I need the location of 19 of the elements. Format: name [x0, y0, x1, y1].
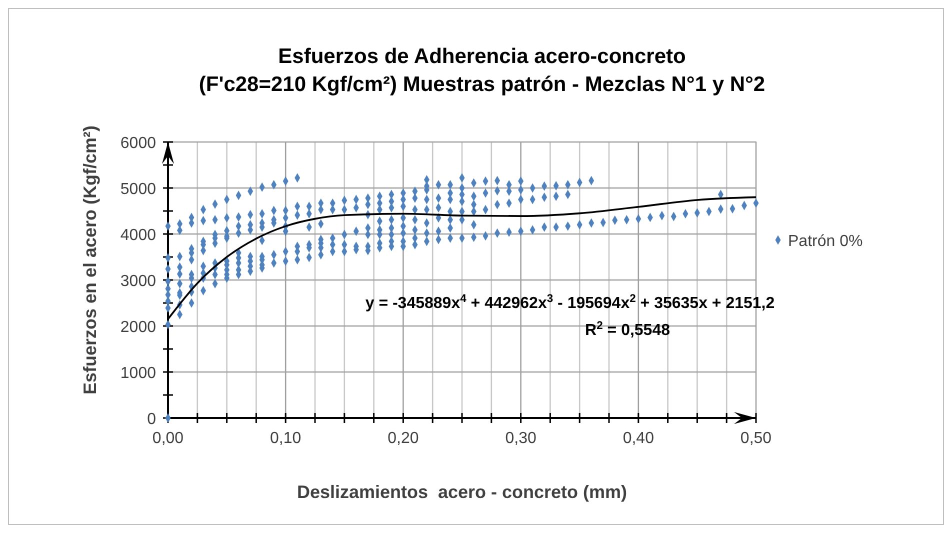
y-tick-label: 1000	[120, 365, 156, 382]
x-tick-label: 0,10	[270, 430, 302, 447]
chart-title: Esfuerzos de Adherencia acero-concreto (F'c28=210 Kgf/cm²) Muestras patrón - Mezclas N°1 y N°2	[198, 45, 766, 96]
y-tick-label: 2000	[120, 319, 156, 336]
x-tick-label: 0,30	[505, 430, 536, 447]
x-tick-label: 0,40	[622, 430, 654, 447]
y-tick-label: 4000	[120, 227, 156, 244]
x-tick-label: 0,00	[152, 430, 184, 447]
x-axis-title: Deslizamientos acero - concreto (mm)	[296, 482, 628, 502]
y-tick-label: 0	[147, 411, 156, 428]
legend-label: Patrón 0%	[788, 233, 863, 250]
y-tick-label: 3000	[120, 273, 156, 290]
annotation: R$^{2}$ = 0,5548	[585, 320, 670, 339]
annotation: y = -345889x$^{4}$ + 442962x$^{3}$ - 195694x$^{2}$ + 35635x + 2151,2	[365, 293, 775, 312]
x-tick-label: 0,50	[740, 430, 772, 447]
x-tick-label: 0,20	[388, 430, 419, 447]
y-tick-label: 6000	[120, 135, 156, 152]
y-tick-label: 5000	[120, 181, 156, 198]
y-axis-title: Esfuerzos en el acero (Kgf/cm²)	[80, 125, 100, 395]
